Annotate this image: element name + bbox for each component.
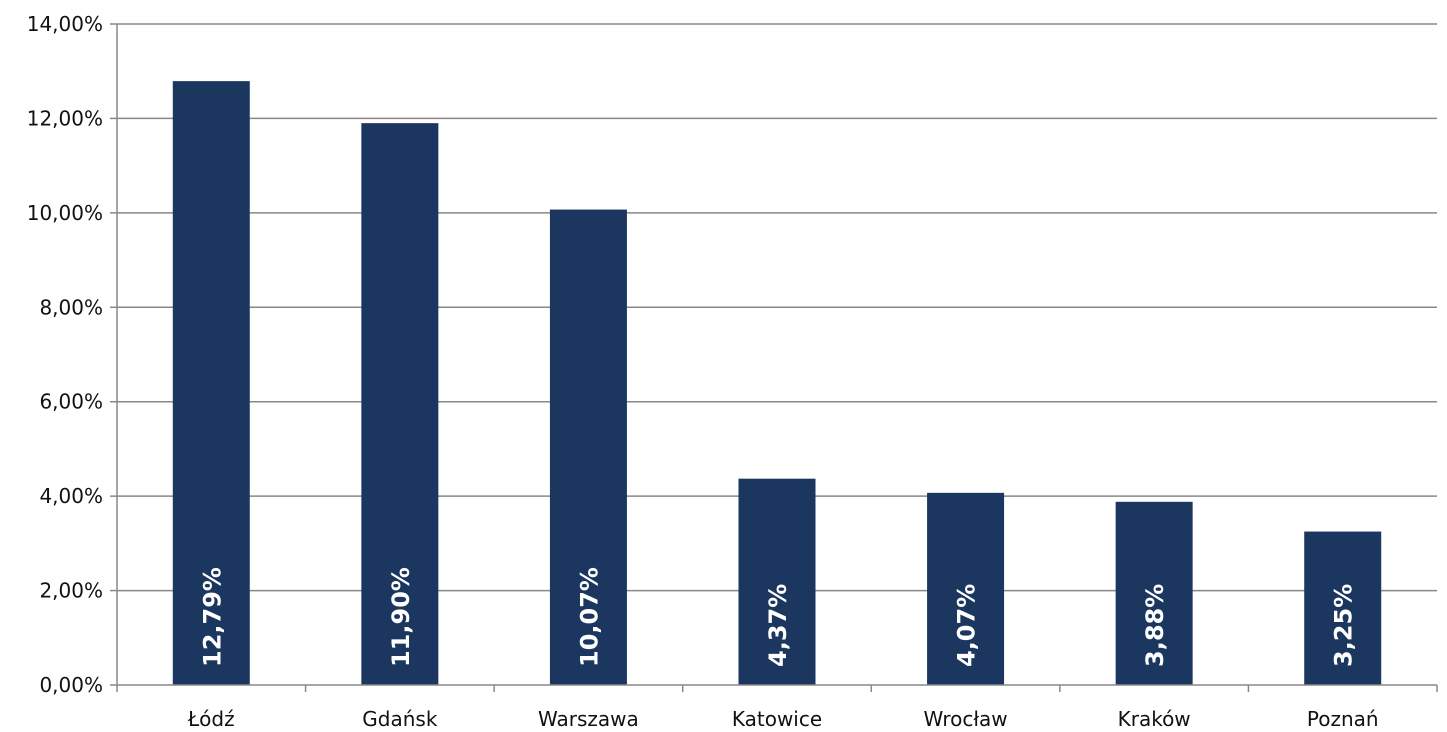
x-category-label: Wrocław	[923, 707, 1007, 731]
x-category-label: Warszawa	[538, 707, 639, 731]
y-tick-label: 6,00%	[39, 390, 103, 414]
x-category-label: Łódź	[187, 707, 235, 731]
bar	[738, 478, 816, 685]
data-label: 10,07%	[575, 567, 603, 667]
y-tick-label: 14,00%	[27, 12, 103, 36]
data-label: 12,79%	[198, 567, 226, 667]
bar	[549, 209, 627, 686]
bar	[1304, 531, 1382, 685]
data-label: 4,07%	[953, 584, 981, 667]
labels: 0,00% 2,00% 4,00% 6,00% 8,00% 10,00% 12,00% 14,…	[27, 12, 1379, 731]
bar	[172, 81, 250, 686]
y-tick-label: 10,00%	[27, 201, 103, 225]
data-label: 4,37%	[764, 584, 792, 667]
bars	[172, 81, 1382, 686]
x-category-label: Kraków	[1118, 707, 1191, 731]
y-tick-label: 12,00%	[27, 106, 103, 130]
bar	[927, 492, 1005, 685]
data-label: 3,25%	[1330, 584, 1358, 667]
x-category-label: Gdańsk	[362, 707, 438, 731]
x-category-label: Poznań	[1307, 707, 1379, 731]
gridlines	[117, 23, 1437, 592]
y-tick-label: 4,00%	[39, 484, 103, 508]
data-label: 11,90%	[387, 567, 415, 667]
y-tick-label: 2,00%	[39, 579, 103, 603]
y-tick-label: 8,00%	[39, 295, 103, 319]
y-tick-label: 0,00%	[39, 673, 103, 697]
bar	[361, 123, 439, 685]
bar	[1115, 501, 1193, 685]
axes	[110, 23, 1438, 692]
data-label: 3,88%	[1141, 584, 1169, 667]
x-category-label: Katowice	[732, 707, 822, 731]
